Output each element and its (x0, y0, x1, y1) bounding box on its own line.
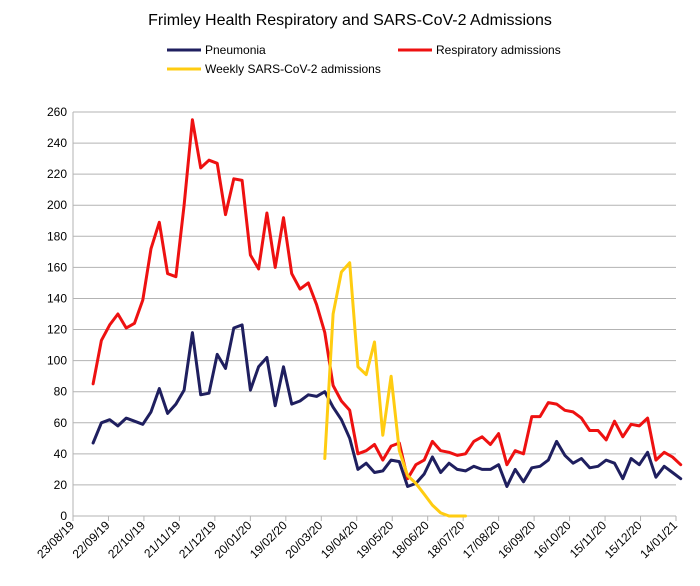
x-tick-label: 16/09/20 (495, 518, 538, 561)
y-tick-label: 220 (47, 167, 67, 181)
legend-label: Weekly SARS-CoV-2 admissions (205, 62, 381, 76)
y-tick-label: 200 (47, 198, 67, 212)
x-tick-label: 18/06/20 (389, 518, 432, 561)
x-tick-label: 15/11/20 (567, 518, 610, 561)
x-tick-label: 17/08/20 (460, 518, 503, 561)
y-tick-label: 20 (54, 478, 68, 492)
y-tick-label: 100 (47, 354, 67, 368)
x-tick-label: 19/05/20 (353, 518, 396, 561)
x-tick-label: 21/12/19 (176, 518, 219, 561)
series-line (91, 118, 683, 481)
x-tick-label: 19/04/20 (318, 518, 361, 561)
y-tick-label: 240 (47, 136, 67, 150)
x-tick-label: 20/01/20 (212, 518, 255, 561)
x-tick-label: 16/10/20 (531, 518, 574, 561)
x-tick-label: 18/07/20 (424, 518, 467, 561)
x-tick-label: 14/01/21 (637, 518, 680, 561)
series-line (323, 261, 467, 518)
y-tick-label: 40 (54, 447, 68, 461)
y-tick-label: 160 (47, 260, 67, 274)
y-tick-label: 80 (54, 385, 68, 399)
x-tick-label: 23/08/19 (34, 518, 77, 561)
legend-label: Pneumonia (205, 43, 266, 57)
y-tick-label: 260 (47, 105, 67, 119)
y-tick-label: 0 (60, 509, 67, 523)
tick-labels: 0 20 40 60 80 100 120 140 160 180 200 220 240 260 23/0… (34, 105, 680, 561)
legend-label: Respiratory admissions (436, 43, 561, 57)
series-layer (91, 118, 683, 518)
y-tick-label: 140 (47, 291, 67, 305)
legend: Pneumonia Respiratory admissions Weekly SA… (167, 43, 561, 76)
x-tick-label: 22/09/19 (70, 518, 113, 561)
y-tick-label: 120 (47, 323, 67, 337)
x-tick-label: 20/03/20 (282, 518, 325, 561)
x-tick-label: 21/11/19 (141, 518, 184, 561)
gridlines (73, 111, 676, 517)
x-tick-label: 15/12/20 (602, 518, 645, 561)
y-tick-label: 60 (54, 416, 68, 430)
series-line (91, 323, 683, 488)
x-tick-label: 19/02/20 (247, 518, 290, 561)
axes (72, 112, 677, 521)
y-tick-label: 180 (47, 229, 67, 243)
chart-title: Frimley Health Respiratory and SARS-CoV-… (148, 12, 552, 29)
x-tick-label: 22/10/19 (105, 518, 148, 561)
